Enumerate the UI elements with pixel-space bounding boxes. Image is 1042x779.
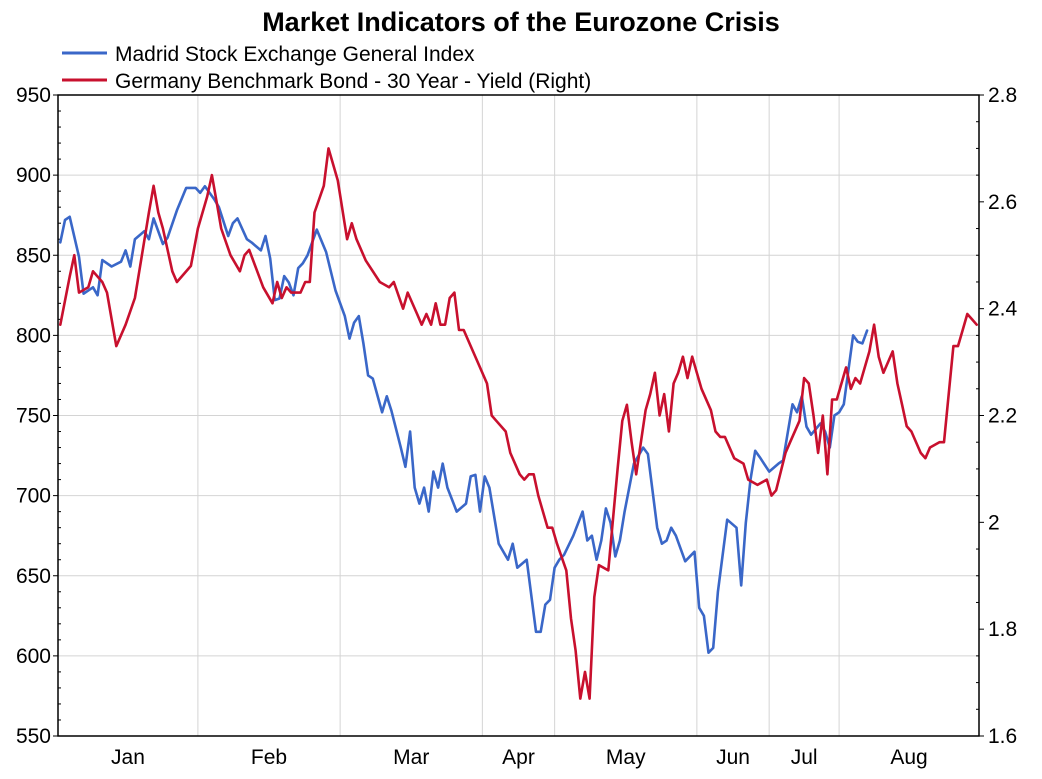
left-tick-label: 550 bbox=[16, 725, 51, 748]
right-tick-label: 2.8 bbox=[988, 84, 1017, 107]
left-tick-label: 850 bbox=[16, 244, 51, 267]
x-tick-label: May bbox=[606, 746, 646, 769]
right-axis-labels: 1.6 1.8 2 2.2 2.4 2.6 2.8 bbox=[988, 84, 1018, 748]
left-tick-label: 650 bbox=[16, 565, 51, 588]
series-lines bbox=[59, 147, 978, 700]
x-tick-label: Jun bbox=[716, 746, 750, 769]
left-tick-label: 950 bbox=[16, 84, 51, 107]
right-tick-label: 2.6 bbox=[988, 191, 1017, 214]
left-tick-label: 900 bbox=[16, 164, 51, 187]
x-tick-label: Feb bbox=[251, 746, 287, 769]
x-tick-label: Mar bbox=[393, 746, 429, 769]
left-tick-label: 750 bbox=[16, 405, 51, 428]
series-line-bund bbox=[59, 147, 978, 700]
left-tick-label: 700 bbox=[16, 485, 51, 508]
left-tick-label: 800 bbox=[16, 324, 51, 347]
axis-ticks bbox=[53, 94, 984, 737]
x-tick-label: Jul bbox=[791, 746, 818, 769]
right-tick-label: 2.4 bbox=[988, 298, 1018, 321]
right-tick-label: 2 bbox=[988, 511, 1000, 534]
left-tick-label: 600 bbox=[16, 645, 51, 668]
legend-label-bund: Germany Benchmark Bond - 30 Year - Yield… bbox=[115, 70, 591, 93]
right-tick-label: 1.6 bbox=[988, 725, 1017, 748]
x-tick-label: Jan bbox=[111, 746, 145, 769]
x-axis-labels: Jan Feb Mar Apr May Jun Jul Aug bbox=[111, 746, 928, 769]
x-tick-label: Apr bbox=[502, 746, 535, 769]
chart-title: Market Indicators of the Eurozone Crisis bbox=[262, 7, 780, 37]
x-tick-label: Aug bbox=[890, 746, 927, 769]
right-tick-label: 1.8 bbox=[988, 618, 1017, 641]
right-tick-label: 2.2 bbox=[988, 405, 1017, 428]
legend-label-madrid: Madrid Stock Exchange General Index bbox=[115, 43, 475, 66]
left-axis-labels: 550 600 650 700 750 800 850 900 950 bbox=[16, 84, 51, 748]
legend: Madrid Stock Exchange General Index Germ… bbox=[62, 43, 591, 93]
